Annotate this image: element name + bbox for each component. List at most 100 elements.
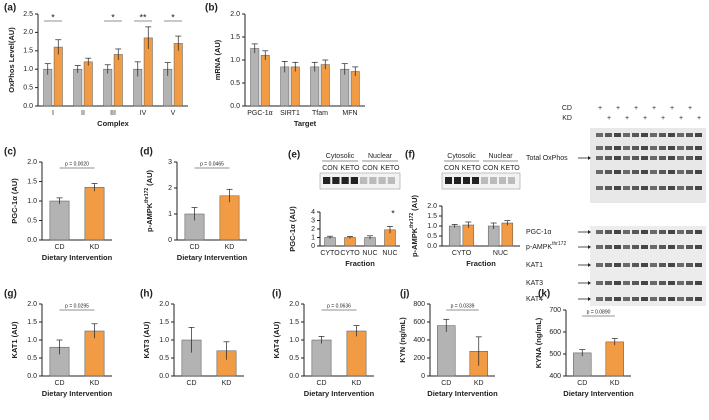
y-axis-label: KYN (ng/mL)	[398, 317, 407, 363]
bar	[437, 325, 456, 377]
blot-band	[369, 177, 377, 184]
blot-band	[641, 133, 648, 137]
blot-band	[641, 297, 648, 301]
y-tick-label: 1.5	[23, 48, 33, 55]
blot-band	[623, 230, 630, 234]
blot-band	[623, 170, 630, 174]
y-tick-label: 2.0	[427, 203, 437, 210]
y-axis-label: p-AMPKthr172 (AU)	[144, 169, 154, 232]
blot-band	[378, 177, 386, 184]
significance: *	[391, 208, 395, 218]
blot-band	[481, 177, 488, 184]
panel-label: (i)	[272, 289, 281, 300]
bar	[462, 224, 475, 247]
blot-band	[641, 263, 648, 267]
y-tick-label: 800	[413, 301, 425, 308]
blot-band	[686, 186, 693, 190]
blot-band	[650, 245, 657, 249]
x-tick-label: KD	[90, 380, 100, 387]
y-tick-label: 1.0	[23, 66, 33, 73]
x-tick-label: CD	[186, 380, 196, 387]
bar	[49, 200, 70, 241]
y-axis-label: OxPhos Level(AU)	[7, 27, 16, 93]
y-label-unit: (AU)	[145, 169, 154, 185]
blot-band	[596, 170, 603, 174]
blot-band	[596, 297, 603, 301]
blot-band	[668, 263, 675, 267]
significance: *	[51, 12, 55, 22]
blot-band	[632, 281, 639, 285]
bar	[501, 222, 514, 247]
blot-band	[695, 281, 702, 285]
blot-band	[623, 133, 630, 137]
blot-arrowhead	[588, 230, 591, 234]
blot-band	[650, 263, 657, 267]
blot-label-text: KAT3	[526, 280, 543, 287]
blot-band	[605, 170, 612, 174]
y-tick-label: 4	[311, 209, 315, 216]
blot-band	[387, 177, 395, 184]
y-label-text: KAT1 (AU)	[10, 321, 19, 358]
y-axis-label: KAT3 (AU)	[142, 321, 151, 358]
p-value: p = 0.0890	[587, 309, 611, 315]
blot-band	[614, 170, 621, 174]
blot-band	[659, 156, 666, 160]
blot-band	[605, 297, 612, 301]
blot-sign: +	[598, 105, 602, 112]
blot-band	[596, 156, 603, 160]
y-axis-label: KAT1 (AU)	[10, 321, 19, 358]
blot-band	[677, 245, 684, 249]
blot-band	[668, 186, 675, 190]
y-label-unit: (AU)	[410, 194, 419, 210]
blot-lane: CON	[362, 165, 378, 172]
y-tick-label: 1.0	[27, 337, 37, 344]
y-tick-label: 1.5	[159, 319, 169, 326]
x-tick-label: NUC	[493, 250, 508, 257]
blot-sign: +	[688, 105, 692, 112]
y-axis-label: KYNA (ng/mL)	[534, 317, 543, 368]
bar	[573, 352, 592, 377]
blot-oxphos	[590, 128, 706, 203]
blot-band	[686, 170, 693, 174]
blot-band	[641, 245, 648, 249]
y-tick-label: 1.0	[230, 57, 240, 64]
blot-band	[341, 177, 349, 184]
p-value: p = 0.0339	[451, 303, 475, 309]
blot-header: Nuclear	[368, 153, 393, 160]
blot-band	[445, 177, 452, 184]
y-tick-label: 0.0	[27, 373, 37, 380]
y-tick-label: 600	[413, 319, 425, 326]
blot-band	[695, 245, 702, 249]
blot-band	[596, 186, 603, 190]
x-tick-label: CD	[54, 244, 64, 251]
blot-band	[650, 186, 657, 190]
blot-band	[605, 133, 612, 137]
x-axis-label: Fraction	[345, 259, 375, 268]
y-axis-label: p-AMPKthr172 (AU)	[409, 194, 419, 257]
y-label-sup: thr172	[409, 213, 415, 228]
blot-band	[463, 177, 470, 184]
bar	[290, 66, 300, 107]
blot-band	[632, 297, 639, 301]
y-tick-label: 0.0	[27, 237, 37, 244]
bar	[260, 55, 270, 107]
x-tick-label: MFN	[342, 110, 357, 117]
x-tick-label: I	[52, 110, 54, 117]
blot-sign: +	[670, 105, 674, 112]
blot-band	[596, 245, 603, 249]
blot-band	[659, 170, 666, 174]
blot-band	[659, 297, 666, 301]
x-axis-label: Fraction	[466, 259, 496, 268]
blot-band	[686, 133, 693, 137]
blot-label-text: KAT4	[526, 296, 543, 303]
y-tick-label: 1.5	[27, 319, 37, 326]
blot-band	[659, 245, 666, 249]
bar	[83, 61, 93, 107]
x-tick-label: Tfam	[312, 110, 328, 117]
blot-band	[686, 156, 693, 160]
y-label-text: KYN (ng/mL)	[398, 317, 407, 363]
y-tick-label: 400	[549, 373, 561, 380]
blot-label: PGC-1α	[526, 229, 551, 236]
y-tick-label: 2.0	[27, 301, 37, 308]
blot-band	[632, 230, 639, 234]
